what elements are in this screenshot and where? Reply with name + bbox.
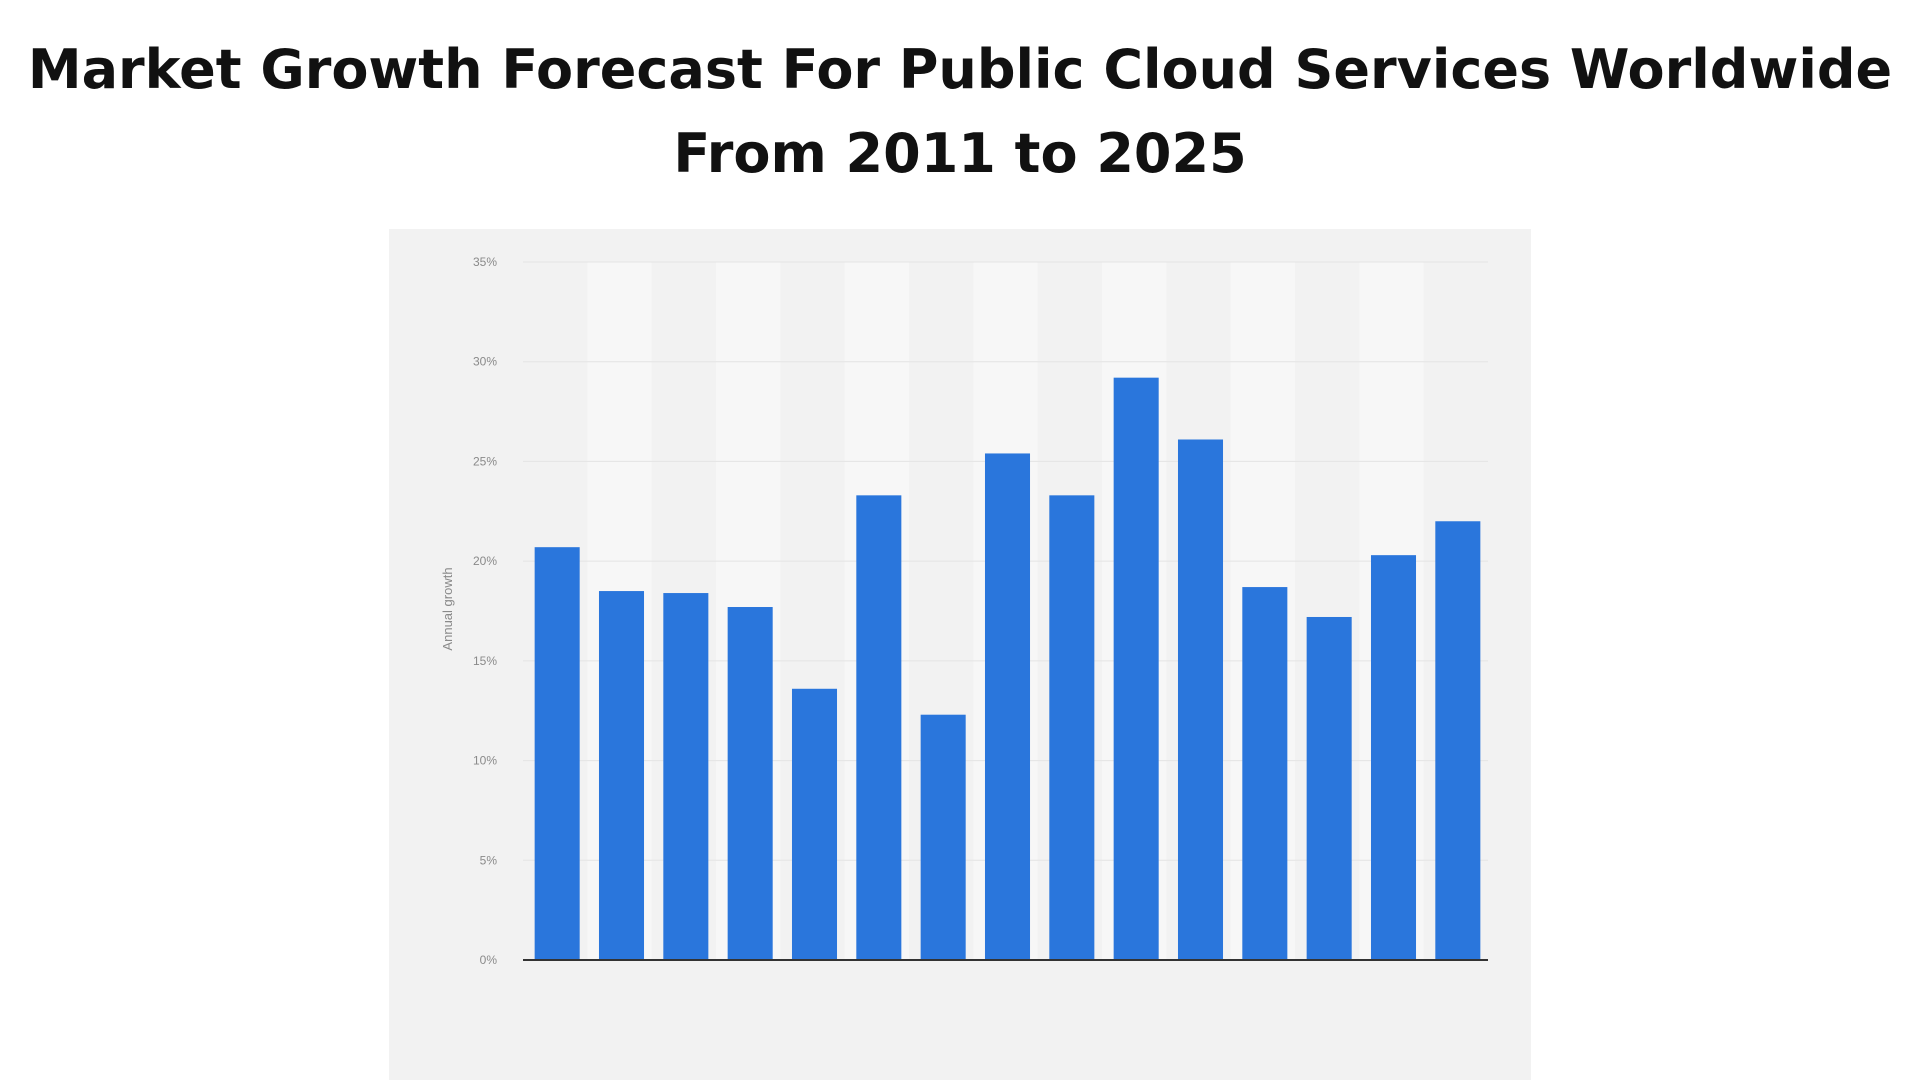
y-tick-label: 15% [473,654,497,668]
bar [1049,495,1095,960]
title-line-1: Market Growth Forecast For Public Cloud … [27,38,1893,101]
bar [856,495,902,960]
bar [1177,439,1224,960]
bar [791,688,838,960]
y-tick-label: 5% [480,853,498,867]
y-axis-label: Annual growth [440,567,455,650]
bar-chart: 0% 5% 10% 15% 20% 25% 30% 35% Annual growth [440,255,1488,967]
bar [1242,587,1288,960]
y-tick-label: 10% [473,754,497,768]
y-tick-label: 20% [473,554,497,568]
y-tick-label: 35% [473,255,497,269]
bar [1113,377,1159,960]
bar [598,591,645,960]
chart-panel: 0% 5% 10% 15% 20% 25% 30% 35% Annual growth [389,229,1531,1080]
y-tick-label: 30% [473,355,497,369]
bars [534,377,1481,960]
bar [1435,521,1481,960]
bar [727,607,773,960]
title-line-2: From 2011 to 2025 [673,122,1247,185]
bar [1306,616,1352,960]
chart-title: Market Growth Forecast For Public Cloud … [0,28,1920,196]
bar [984,453,1031,960]
bar [1370,555,1417,960]
y-tick-label: 0% [480,953,498,967]
y-tick-labels: 0% 5% 10% 15% 20% 25% 30% 35% [473,255,497,967]
bar [920,714,966,960]
y-tick-label: 25% [473,454,497,468]
bar [663,593,709,960]
bar [534,547,580,960]
